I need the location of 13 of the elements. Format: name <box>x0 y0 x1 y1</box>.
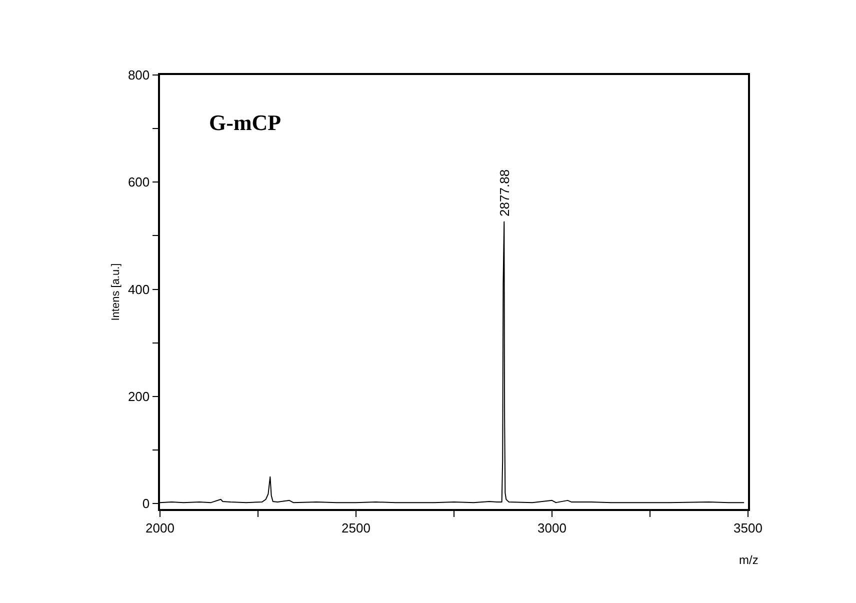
x-tick-label: 2500 <box>342 520 370 536</box>
y-tick-label: 800 <box>128 68 150 83</box>
y-tick-label: 200 <box>128 389 150 404</box>
y-axis-title: Intens [a.u.] <box>110 263 122 321</box>
x-axis-title: m/z <box>739 553 758 567</box>
annotation: G-mCP <box>209 110 282 135</box>
y-tick-label: 0 <box>142 496 150 512</box>
annotation: 2877.88 <box>496 169 512 216</box>
x-tick-label: 2000 <box>146 520 174 536</box>
y-tick-label: 600 <box>128 174 150 190</box>
y-tick-label: 400 <box>128 282 150 297</box>
x-tick-label: 3000 <box>538 520 566 536</box>
x-tick-label: 3500 <box>734 520 762 536</box>
